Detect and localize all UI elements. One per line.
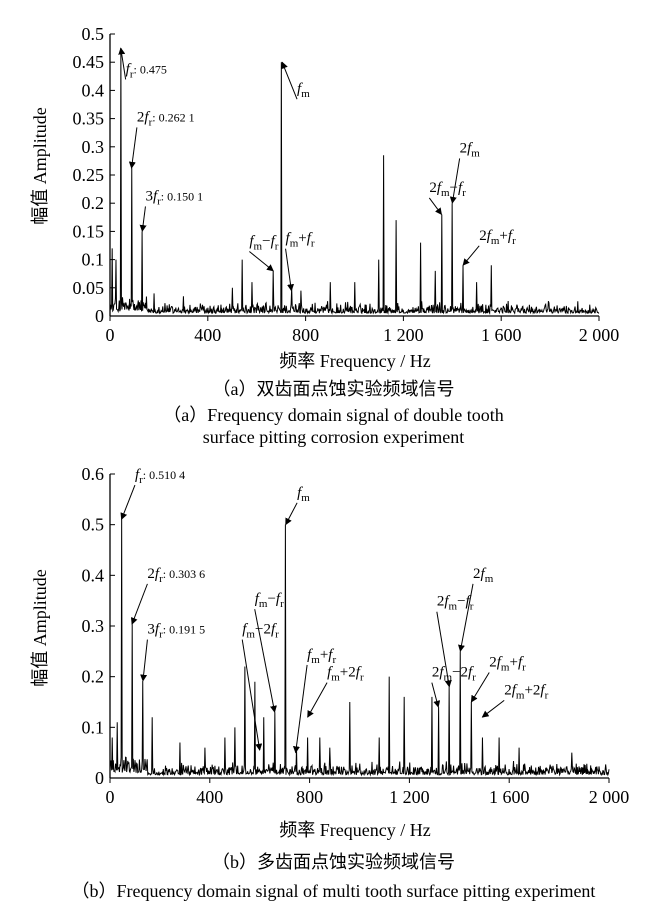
annotation-label: fm (297, 81, 310, 100)
y-tick-label: 0.25 (73, 165, 105, 185)
annotation-arrow (436, 611, 452, 688)
y-tick-label: 0.3 (82, 137, 105, 157)
annotation-label: 2fm+fr (479, 228, 516, 247)
annotation-arrow (241, 639, 263, 751)
spectrum-line (109, 519, 610, 777)
y-tick-label: 0.1 (82, 717, 105, 737)
annotation-arrow (285, 248, 295, 292)
annotation-label: 2fm−fr (429, 180, 466, 199)
annotation-label: fr: 0.510 4 (135, 467, 185, 486)
caption-a-en-line-2: surface pitting corrosion experiment (202, 427, 465, 447)
y-tick-label: 0.4 (82, 565, 105, 585)
annotation-arrow (281, 61, 298, 100)
y-tick-label: 0.5 (82, 515, 105, 535)
annotation-label: fm+fr (307, 647, 336, 666)
y-tick-label: 0.6 (82, 464, 105, 484)
annotation-label: 3fr: 0.150 1 (145, 188, 203, 207)
annotation-arrow (249, 251, 274, 272)
annotation-arrow (431, 682, 441, 708)
spectrum-line (109, 48, 600, 316)
annotation-arrow (139, 206, 147, 233)
annotation-arrow (254, 609, 277, 713)
x-tick-label: 800 (292, 325, 319, 345)
y-tick-label: 0.1 (82, 250, 105, 270)
y-tick-label: 0.35 (73, 109, 105, 129)
x-tick-label: 2 000 (589, 787, 630, 807)
x-tick-label: 400 (194, 325, 221, 345)
x-tick-label: 1 200 (389, 787, 430, 807)
y-tick-label: 0.45 (73, 52, 105, 72)
x-tick-label: 400 (196, 787, 223, 807)
annotation-label: fm−fr (255, 591, 284, 610)
x-axis-label: 频率 Frequency / Hz (279, 820, 430, 840)
x-tick-label: 0 (106, 787, 115, 807)
y-tick-label: 0.3 (82, 616, 105, 636)
annotation-arrow (292, 664, 308, 754)
x-axis-label: 频率 Frequency / Hz (279, 351, 430, 371)
annotation-label: 2fm+fr (489, 655, 526, 674)
y-axis-label: 幅值 Amplitude (30, 569, 50, 687)
y-tick-label: 0.2 (82, 193, 105, 213)
x-tick-label: 800 (296, 787, 323, 807)
y-tick-label: 0.2 (82, 667, 105, 687)
y-tick-label: 0 (95, 306, 104, 326)
annotation-label: 2fm−2fr (432, 665, 476, 684)
annotation-label: 2fm (460, 140, 481, 159)
x-tick-label: 0 (106, 325, 115, 345)
annotation-label: fm−2fr (242, 622, 279, 641)
caption-b-zh: （b）多齿面点蚀实验频域信号 (212, 852, 455, 872)
annotation-label: fm+2fr (327, 665, 364, 684)
annotation-label: fm (297, 485, 310, 504)
annotation-label: 3fr: 0.191 5 (147, 622, 205, 641)
x-tick-label: 2 000 (579, 325, 620, 345)
annotation-label: 2fr: 0.262 1 (137, 109, 195, 128)
annotation-arrow (470, 672, 490, 703)
caption-a-zh: （a）双齿面点蚀实验频域信号 (212, 379, 455, 399)
annotation-label: fr: 0.475 (126, 61, 167, 80)
x-tick-label: 1 600 (489, 787, 530, 807)
x-tick-label: 1 200 (383, 325, 424, 345)
annotation-arrow (130, 583, 148, 625)
y-tick-label: 0.4 (82, 80, 105, 100)
annotation-label: 2fm−fr (437, 594, 474, 613)
annotation-arrow (285, 502, 298, 526)
x-tick-label: 1 600 (481, 325, 522, 345)
y-tick-label: 0.15 (73, 221, 105, 241)
y-axis-label: 幅值 Amplitude (30, 107, 50, 225)
y-tick-label: 0 (95, 768, 104, 788)
annotation-arrow (462, 245, 480, 266)
chart-b: 频率 Frequency / Hz 幅值 Amplitude 0 0.1 0.2 0.… (30, 464, 629, 840)
caption-b-en: （b）Frequency domain signal of multi toot… (71, 881, 596, 901)
annotation-arrow (128, 127, 138, 169)
annotation-label: 2fm+2fr (504, 682, 548, 701)
annotation-label: 2fr: 0.303 6 (147, 566, 205, 585)
annotation-arrow (118, 47, 127, 80)
annotation-label: 2fm (473, 566, 494, 585)
annotation-label: fm−fr (249, 234, 278, 253)
annotation-arrow (449, 158, 461, 204)
chart-a: 频率 Frequency / Hz 幅值 Amplitude 0 0.05 0.1 0… (30, 24, 619, 371)
annotation-label: fm+fr (286, 231, 315, 250)
annotation-arrow (458, 583, 474, 653)
y-tick-label: 0.05 (73, 278, 105, 298)
annotation-arrow (428, 197, 442, 216)
annotation-arrow (307, 682, 328, 718)
annotation-arrow (140, 639, 148, 682)
annotation-arrow (120, 484, 136, 521)
y-tick-label: 0.5 (82, 24, 105, 44)
annotation-arrow (481, 700, 505, 718)
caption-a-en-line-1: （a）Frequency domain signal of double too… (163, 405, 504, 425)
